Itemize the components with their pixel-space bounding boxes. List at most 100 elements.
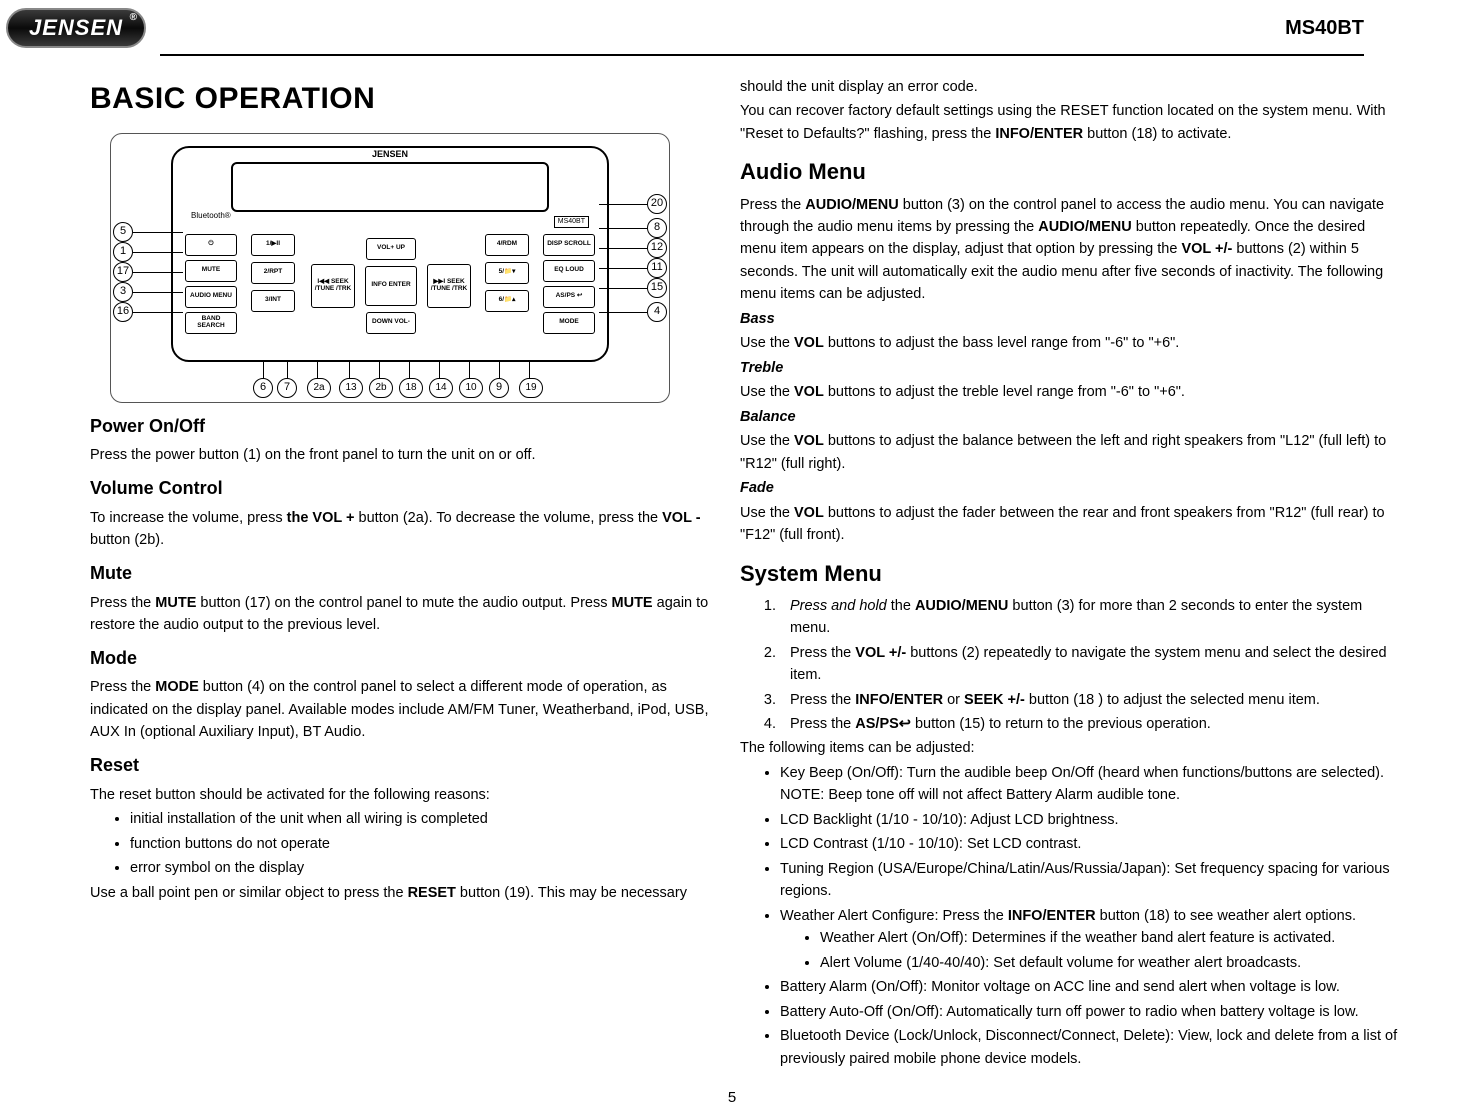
body-text: Use the VOL buttons to adjust the fader …	[740, 502, 1400, 547]
diagram-bt-label: Bluetooth®	[191, 210, 231, 222]
right-intro: should the unit display an error code.Yo…	[740, 76, 1400, 145]
list-item: Bluetooth Device (Lock/Unlock, Disconnec…	[780, 1025, 1400, 1070]
body-text: Use a ball point pen or similar object t…	[90, 882, 710, 904]
body-text: Use the VOL buttons to adjust the balanc…	[740, 430, 1400, 475]
list-item: initial installation of the unit when al…	[130, 808, 710, 830]
diagram-right-buttons: DISP SCROLL EQ LOUD AS/PS ↩ MODE	[543, 234, 595, 334]
callout-lead	[469, 360, 470, 378]
diagram-model-tag: MS40BT	[554, 216, 589, 229]
callout-14: 14	[429, 378, 453, 398]
list-item: Battery Auto-Off (On/Off): Automatically…	[780, 1001, 1400, 1023]
list-item: Weather Alert (On/Off): Determines if th…	[820, 927, 1400, 949]
subheading: Mute	[90, 560, 710, 588]
callout-16: 16	[113, 302, 133, 322]
step-item: Press the INFO/ENTER or SEEK +/- button …	[780, 689, 1400, 711]
body-text: Press the MODE button (4) on the control…	[90, 676, 710, 743]
callout-2a: 2a	[307, 378, 331, 398]
callout-lead	[133, 272, 183, 273]
list-item: Tuning Region (USA/Europe/China/Latin/Au…	[780, 858, 1400, 903]
body-text: Use the VOL buttons to adjust the treble…	[740, 381, 1400, 403]
callout-9: 9	[489, 378, 509, 398]
callout-7: 7	[277, 378, 297, 398]
diagram-btn-info-enter: INFO ENTER	[365, 266, 417, 306]
callout-18: 18	[399, 378, 423, 398]
callout-lead	[599, 248, 647, 249]
left-sections: Power On/OffPress the power button (1) o…	[90, 413, 710, 905]
system-after-steps: The following items can be adjusted:	[740, 737, 1400, 759]
callout-lead	[133, 312, 183, 313]
audio-item-name: Treble	[740, 357, 1400, 379]
callout-lead	[529, 360, 530, 378]
callout-lead	[599, 204, 647, 205]
list-item: LCD Backlight (1/10 - 10/10): Adjust LCD…	[780, 809, 1400, 831]
callout-13: 13	[339, 378, 363, 398]
body-text: Press the MUTE button (17) on the contro…	[90, 592, 710, 637]
callout-11: 11	[647, 258, 667, 278]
diagram-btn-eq-loud: EQ LOUD	[543, 260, 595, 282]
callout-lead	[133, 252, 183, 253]
callout-lead	[599, 312, 647, 313]
callout-6: 6	[253, 378, 273, 398]
callout-5: 5	[113, 222, 133, 242]
diagram-btn-band-search: BAND SEARCH	[185, 312, 237, 334]
diagram-btn-5: 5/📁▾	[485, 262, 529, 284]
diagram-btn-as-ps: AS/PS ↩	[543, 286, 595, 308]
page-header: JENSEN MS40BT	[0, 0, 1464, 48]
diagram-btn-seek-right: ▶▶I SEEK /TUNE /TRK	[427, 264, 471, 308]
heading-system-menu: System Menu	[740, 557, 1400, 591]
body-text: To increase the volume, press the VOL + …	[90, 507, 710, 552]
subheading: Volume Control	[90, 475, 710, 503]
callout-lead	[599, 288, 647, 289]
callout-15: 15	[647, 278, 667, 298]
diagram-btn-6: 6/📁▴	[485, 290, 529, 312]
body-text: Press the power button (1) on the front …	[90, 444, 710, 466]
diagram-btn-disp-scroll: DISP SCROLL	[543, 234, 595, 256]
diagram-btn-3: 3/INT	[251, 290, 295, 312]
diagram-btn-1: 1/▶II	[251, 234, 295, 256]
callout-2b: 2b	[369, 378, 393, 398]
callout-20: 20	[647, 194, 667, 214]
callout-lead	[287, 360, 288, 378]
audio-item-name: Balance	[740, 406, 1400, 428]
callout-17: 17	[113, 262, 133, 282]
diagram-center-cluster: VOL+ UP DOWN VOL- I◀◀ SEEK /TUNE /TRK ▶▶…	[311, 238, 471, 334]
diagram-btn-power: ⏻	[185, 234, 237, 256]
callout-3: 3	[113, 282, 133, 302]
body-text: should the unit display an error code.	[740, 76, 1400, 98]
diagram-btn-vol-up: VOL+ UP	[366, 238, 416, 260]
body-text: You can recover factory default settings…	[740, 100, 1400, 145]
callout-4: 4	[647, 302, 667, 322]
body-text: The reset button should be activated for…	[90, 784, 710, 806]
subheading: Reset	[90, 752, 710, 780]
callout-lead	[317, 360, 318, 378]
system-steps: Press and hold the AUDIO/MENU button (3)…	[740, 595, 1400, 736]
callout-lead	[133, 292, 183, 293]
list-item: LCD Contrast (1/10 - 10/10): Set LCD con…	[780, 833, 1400, 855]
list-item: error symbol on the display	[130, 857, 710, 879]
callout-lead	[263, 360, 264, 378]
callout-8: 8	[647, 218, 667, 238]
system-bullets: Key Beep (On/Off): Turn the audible beep…	[740, 762, 1400, 1070]
callout-lead	[599, 228, 647, 229]
callout-lead	[379, 360, 380, 378]
audio-item-name: Fade	[740, 477, 1400, 499]
callout-lead	[133, 232, 183, 233]
list-item: Alert Volume (1/40-40/40): Set default v…	[820, 952, 1400, 974]
diagram-left-buttons: ⏻ MUTE AUDIO MENU BAND SEARCH	[185, 234, 237, 334]
callout-lead	[439, 360, 440, 378]
callout-12: 12	[647, 238, 667, 258]
section-title-basic-operation: BASIC OPERATION	[90, 76, 710, 123]
list-item: Weather Alert Configure: Press the INFO/…	[780, 905, 1400, 974]
step-item: Press the VOL +/- buttons (2) repeatedly…	[780, 642, 1400, 687]
brand-logo: JENSEN	[6, 8, 146, 48]
callout-lead	[409, 360, 410, 378]
body-text: Use the VOL buttons to adjust the bass l…	[740, 332, 1400, 354]
callout-lead	[349, 360, 350, 378]
audio-item-name: Bass	[740, 308, 1400, 330]
heading-audio-menu: Audio Menu	[740, 155, 1400, 189]
audio-intro: Press the AUDIO/MENU button (3) on the c…	[740, 194, 1400, 306]
device-diagram: JENSEN Bluetooth® MS40BT ⏻ MUTE AUDIO ME…	[110, 133, 670, 403]
callout-10: 10	[459, 378, 483, 398]
step-item: Press the AS/PS↩ button (15) to return t…	[780, 713, 1400, 735]
bullet-list: initial installation of the unit when al…	[90, 808, 710, 879]
